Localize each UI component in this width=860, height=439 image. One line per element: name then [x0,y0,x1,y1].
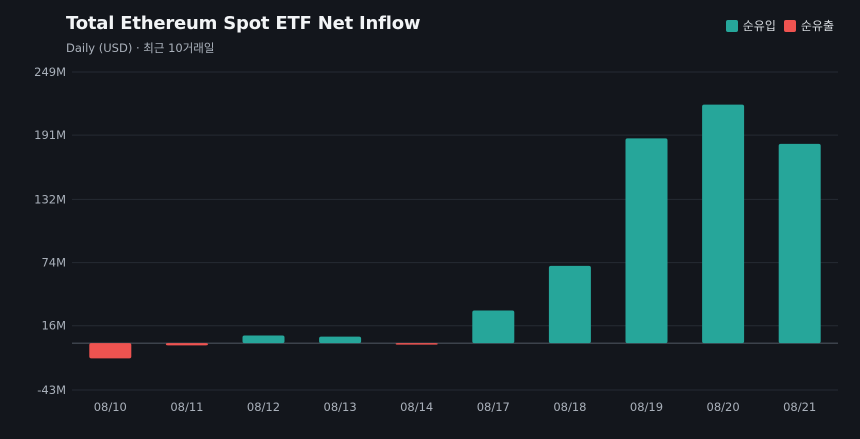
y-tick-label: 132M [34,192,66,206]
legend-item-outflow[interactable]: 순유출 [783,17,834,34]
bar-08-10[interactable] [89,343,132,359]
axis-layer: 249M 191M 132M 74M 16M -43M 08/10 08/11 08/12 08/… [34,65,816,414]
bar-layer [89,104,821,359]
y-tick-label: 191M [34,128,66,142]
x-tick-label: 08/11 [170,400,203,414]
x-tick-label: 08/13 [324,400,357,414]
y-tick-label: 74M [41,256,66,270]
bar-08-12[interactable] [242,335,285,344]
legend-label-inflow: 순유입 [742,19,776,33]
x-tick-label: 08/14 [400,400,433,414]
x-tick-label: 08/19 [630,400,663,414]
legend-swatch-inflow [725,19,738,32]
x-tick-label: 08/17 [477,400,510,414]
bar-08-11[interactable] [165,343,208,346]
bar-08-14[interactable] [395,343,438,345]
x-tick-label: 08/21 [783,400,816,414]
legend-item-inflow[interactable]: 순유입 [725,17,776,34]
chart-subtitle: Daily (USD) · 최근 10거래일 [66,41,215,55]
bar-08-21[interactable] [778,143,821,344]
bar-08-17[interactable] [472,310,515,344]
y-tick-label: 16M [41,319,66,333]
legend-swatch-outflow [783,19,796,32]
x-tick-label: 08/12 [247,400,280,414]
x-tick-label: 08/18 [553,400,586,414]
bar-08-13[interactable] [319,336,362,344]
x-tick-label: 08/10 [94,400,127,414]
bar-08-18[interactable] [548,265,591,344]
bar-08-19[interactable] [625,138,668,344]
y-tick-label: 249M [34,65,66,79]
chart-title: Total Ethereum Spot ETF Net Inflow [66,13,421,34]
x-tick-label: 08/20 [707,400,740,414]
bar-08-20[interactable] [702,104,745,344]
legend-label-outflow: 순유출 [800,19,834,33]
chart-legend: 순유입 순유출 [725,17,834,34]
y-tick-label: -43M [37,383,66,397]
